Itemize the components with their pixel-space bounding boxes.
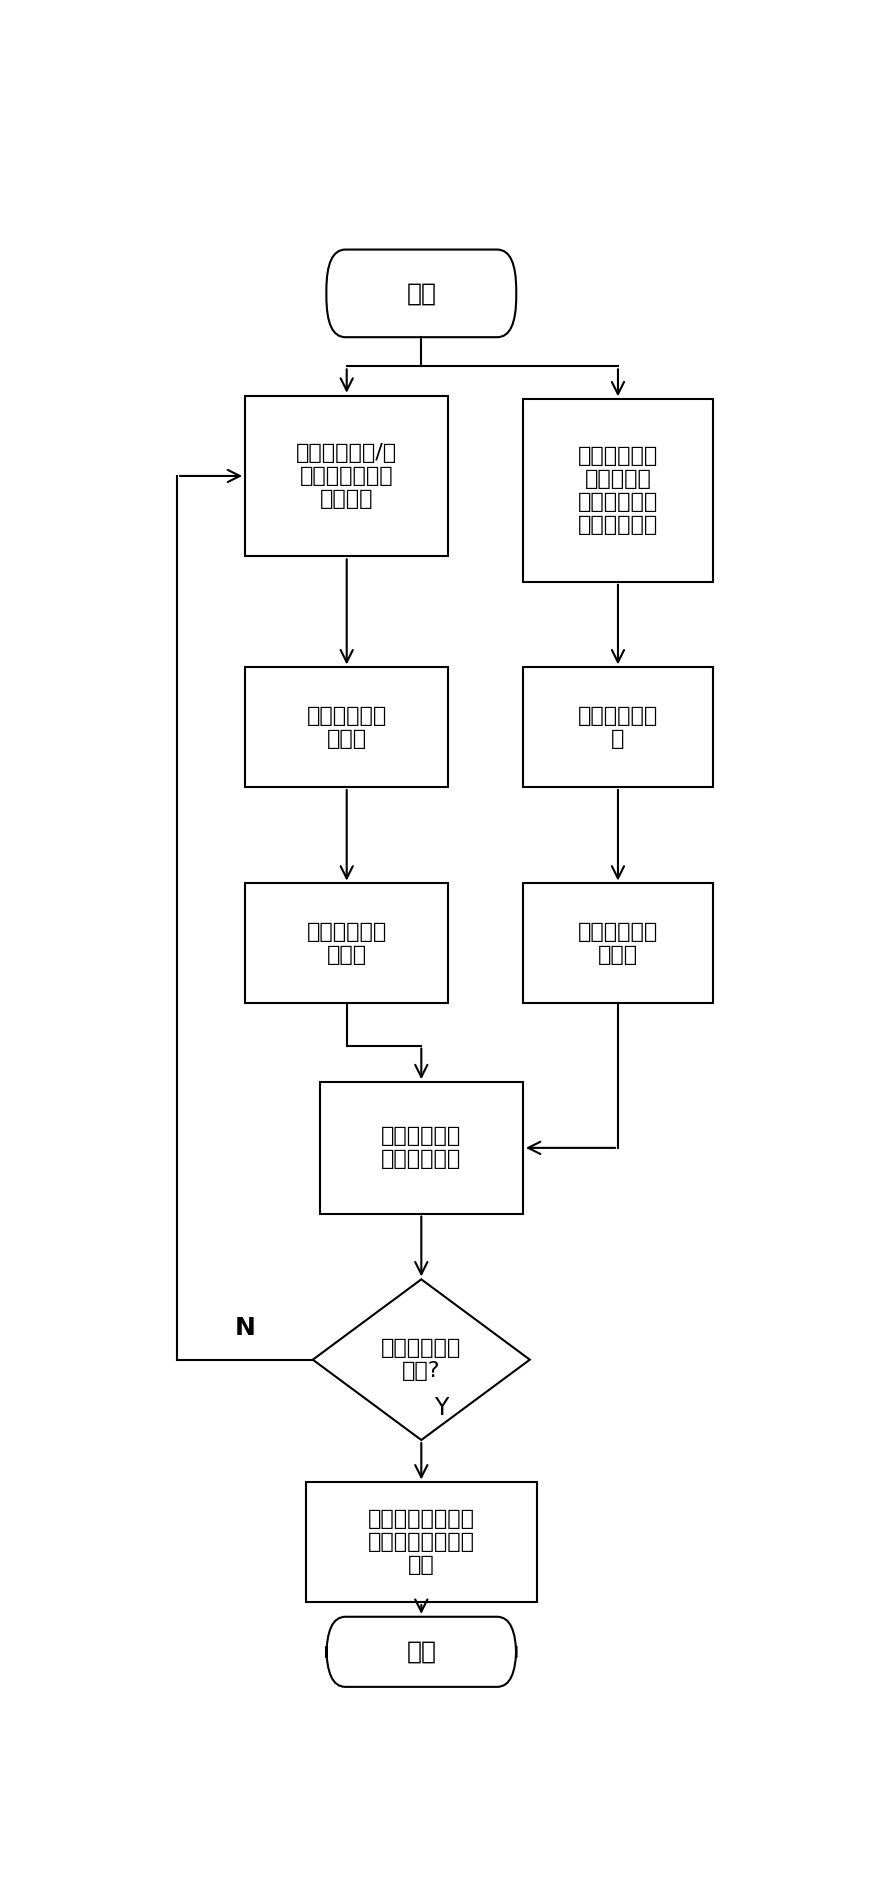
FancyBboxPatch shape bbox=[326, 1616, 516, 1686]
Bar bbox=[245, 668, 449, 787]
Bar bbox=[523, 884, 713, 1004]
Bar bbox=[523, 668, 713, 787]
FancyBboxPatch shape bbox=[326, 250, 516, 338]
Polygon shape bbox=[313, 1279, 530, 1440]
Bar bbox=[523, 398, 713, 582]
Text: 航行器在水面/水
下执行定向直线
航行任务: 航行器在水面/水 下执行定向直线 航行任务 bbox=[296, 442, 397, 508]
Text: 记录下航行轨
迹数据: 记录下航行轨 迹数据 bbox=[306, 706, 387, 749]
Text: 计算两条拟合
线的夹角度数: 计算两条拟合 线的夹角度数 bbox=[382, 1127, 461, 1169]
Bar bbox=[245, 396, 449, 556]
Text: 结束: 结束 bbox=[406, 1639, 437, 1664]
Text: 开始: 开始 bbox=[406, 281, 437, 305]
Text: 任务达到设定
次数?: 任务达到设定 次数? bbox=[382, 1337, 461, 1381]
Text: 记录下定位数
据: 记录下定位数 据 bbox=[578, 706, 658, 749]
Bar bbox=[306, 1482, 536, 1603]
Text: 对获得的多个结果
取平均或滤波提高
精度: 对获得的多个结果 取平均或滤波提高 精度 bbox=[368, 1508, 475, 1576]
Text: Y: Y bbox=[435, 1396, 449, 1419]
Text: 对定位的点进
行拟合: 对定位的点进 行拟合 bbox=[578, 922, 658, 966]
Bar bbox=[245, 884, 449, 1004]
Text: N: N bbox=[234, 1315, 255, 1339]
Text: 定位设备对航
行器不断定
位，得到许多
离散的定位点: 定位设备对航 行器不断定 位，得到许多 离散的定位点 bbox=[578, 446, 658, 535]
Bar bbox=[319, 1081, 523, 1214]
Text: 对航行轨迹进
行拟合: 对航行轨迹进 行拟合 bbox=[306, 922, 387, 966]
